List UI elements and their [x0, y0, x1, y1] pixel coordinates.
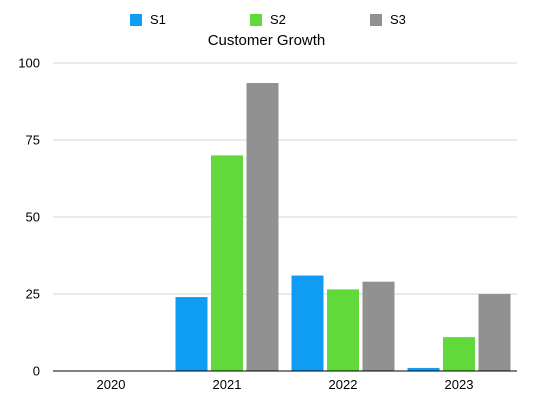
bar-s1-2021: [175, 297, 208, 371]
legend-item-s2: S2: [250, 13, 286, 27]
chart-legend: S1 S2 S3: [0, 13, 533, 33]
bar-s2-2022: [327, 289, 359, 371]
bar-s3-2023: [478, 294, 511, 371]
x-tick-label-2020: 2020: [97, 377, 126, 392]
legend-label-s1: S1: [150, 12, 166, 27]
legend-swatch-s2: [250, 14, 262, 26]
bar-s1-2023: [407, 367, 440, 371]
x-tick-label-2022: 2022: [329, 377, 358, 392]
legend-label-s3: S3: [390, 12, 406, 27]
legend-swatch-s3: [370, 14, 382, 26]
bar-s2-2023: [443, 337, 475, 371]
y-tick-label-75: 75: [26, 133, 40, 148]
y-tick-label-25: 25: [26, 287, 40, 302]
bar-s2-2021: [211, 155, 243, 371]
bar-s3-2021: [246, 83, 279, 372]
legend-item-s1: S1: [130, 13, 166, 27]
bar-s1-2022: [291, 275, 324, 371]
chart-title: Customer Growth: [207, 32, 326, 49]
x-tick-label-2021: 2021: [213, 377, 242, 392]
legend-label-s2: S2: [270, 12, 286, 27]
y-tick-label-100: 100: [18, 56, 40, 71]
legend-item-s3: S3: [370, 13, 406, 27]
legend-swatch-s1: [130, 14, 142, 26]
bar-s3-2022: [362, 281, 395, 371]
y-tick-label-50: 50: [26, 210, 40, 225]
x-tick-label-2023: 2023: [445, 377, 474, 392]
y-tick-label-0: 0: [33, 364, 40, 379]
